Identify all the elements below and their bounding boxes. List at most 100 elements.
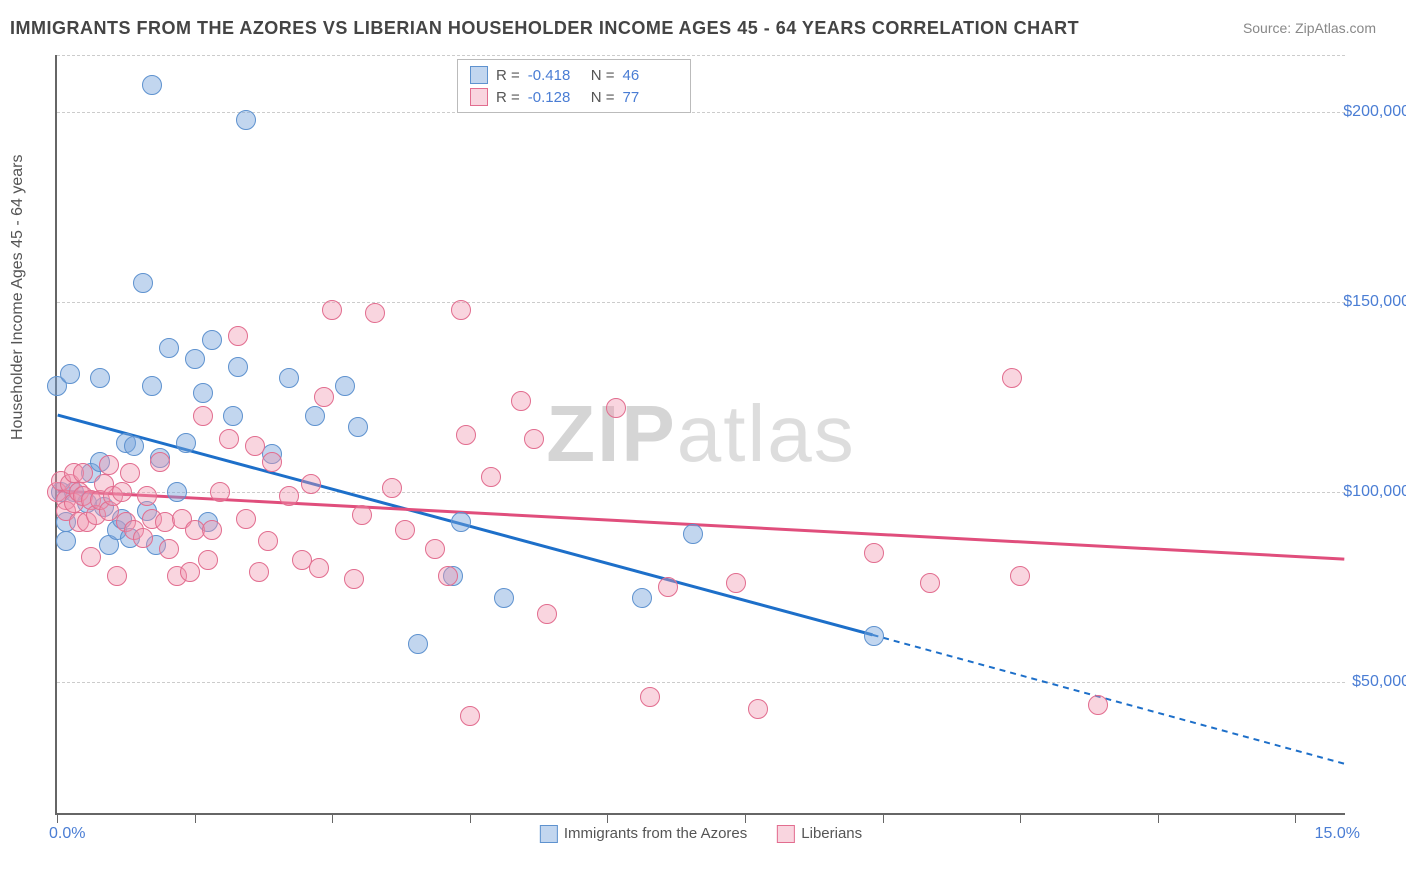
legend-swatch: [470, 66, 488, 84]
data-point: [322, 300, 342, 320]
legend-label: Liberians: [801, 825, 862, 842]
legend-bottom: Immigrants from the Azores Liberians: [540, 825, 862, 843]
x-tick: [607, 813, 608, 823]
data-point: [202, 520, 222, 540]
data-point: [395, 520, 415, 540]
data-point: [365, 303, 385, 323]
data-point: [726, 573, 746, 593]
data-point: [133, 273, 153, 293]
stat-label: R =: [496, 89, 520, 106]
x-tick: [195, 813, 196, 823]
data-point: [451, 512, 471, 532]
plot-area: ZIPatlas 0.0% 15.0% Immigrants from the …: [55, 55, 1345, 815]
data-point: [180, 562, 200, 582]
x-axis-min-label: 0.0%: [49, 825, 85, 843]
data-point: [632, 588, 652, 608]
data-point: [314, 387, 334, 407]
data-point: [335, 376, 355, 396]
data-point: [408, 634, 428, 654]
data-point: [223, 406, 243, 426]
data-point: [124, 436, 144, 456]
data-point: [309, 558, 329, 578]
data-point: [348, 417, 368, 437]
data-point: [112, 482, 132, 502]
x-tick: [57, 813, 58, 823]
chart-title: IMMIGRANTS FROM THE AZORES VS LIBERIAN H…: [10, 18, 1079, 39]
gridline: [57, 55, 1345, 56]
watermark: ZIPatlas: [546, 388, 855, 480]
data-point: [352, 505, 372, 525]
data-point: [1088, 695, 1108, 715]
data-point: [920, 573, 940, 593]
data-point: [167, 482, 187, 502]
stat-label: N =: [591, 67, 615, 84]
legend-label: Immigrants from the Azores: [564, 825, 747, 842]
legend-swatch: [777, 825, 795, 843]
data-point: [425, 539, 445, 559]
data-point: [202, 330, 222, 350]
gridline: [57, 302, 1345, 303]
data-point: [456, 425, 476, 445]
data-point: [460, 706, 480, 726]
legend-swatch: [540, 825, 558, 843]
y-axis-label: Householder Income Ages 45 - 64 years: [9, 155, 27, 441]
data-point: [481, 467, 501, 487]
data-point: [73, 463, 93, 483]
legend-item: Liberians: [777, 825, 862, 843]
data-point: [249, 562, 269, 582]
legend-stats: R = -0.418 N = 46 R =-0.128N =77: [457, 59, 691, 113]
data-point: [1010, 566, 1030, 586]
stat-r-value: -0.418: [528, 67, 583, 84]
legend-swatch: [470, 88, 488, 106]
data-point: [142, 75, 162, 95]
data-point: [159, 539, 179, 559]
x-tick: [1295, 813, 1296, 823]
data-point: [90, 368, 110, 388]
stat-n-value: 77: [623, 89, 678, 106]
legend-stat-row: R =-0.128N =77: [470, 86, 678, 108]
y-tick-label: $100,000: [1335, 483, 1406, 501]
stat-n-value: 46: [623, 67, 678, 84]
data-point: [176, 433, 196, 453]
data-point: [99, 455, 119, 475]
data-point: [107, 566, 127, 586]
data-point: [344, 569, 364, 589]
data-point: [228, 357, 248, 377]
data-point: [81, 547, 101, 567]
data-point: [133, 528, 153, 548]
data-point: [1002, 368, 1022, 388]
data-point: [305, 406, 325, 426]
legend-item: Immigrants from the Azores: [540, 825, 747, 843]
data-point: [198, 550, 218, 570]
data-point: [56, 531, 76, 551]
x-tick: [745, 813, 746, 823]
data-point: [748, 699, 768, 719]
data-point: [193, 406, 213, 426]
data-point: [494, 588, 514, 608]
data-point: [279, 486, 299, 506]
x-tick: [1020, 813, 1021, 823]
trend-lines: [57, 55, 1345, 813]
data-point: [301, 474, 321, 494]
data-point: [150, 452, 170, 472]
data-point: [185, 349, 205, 369]
data-point: [137, 486, 157, 506]
data-point: [193, 383, 213, 403]
data-point: [219, 429, 239, 449]
data-point: [511, 391, 531, 411]
x-tick: [1158, 813, 1159, 823]
data-point: [438, 566, 458, 586]
source-label: Source: ZipAtlas.com: [1243, 20, 1376, 36]
data-point: [142, 376, 162, 396]
data-point: [245, 436, 265, 456]
data-point: [262, 452, 282, 472]
x-tick: [883, 813, 884, 823]
gridline: [57, 492, 1345, 493]
data-point: [60, 364, 80, 384]
data-point: [159, 338, 179, 358]
y-tick-label: $50,000: [1335, 673, 1406, 691]
data-point: [210, 482, 230, 502]
data-point: [258, 531, 278, 551]
data-point: [236, 509, 256, 529]
data-point: [864, 543, 884, 563]
